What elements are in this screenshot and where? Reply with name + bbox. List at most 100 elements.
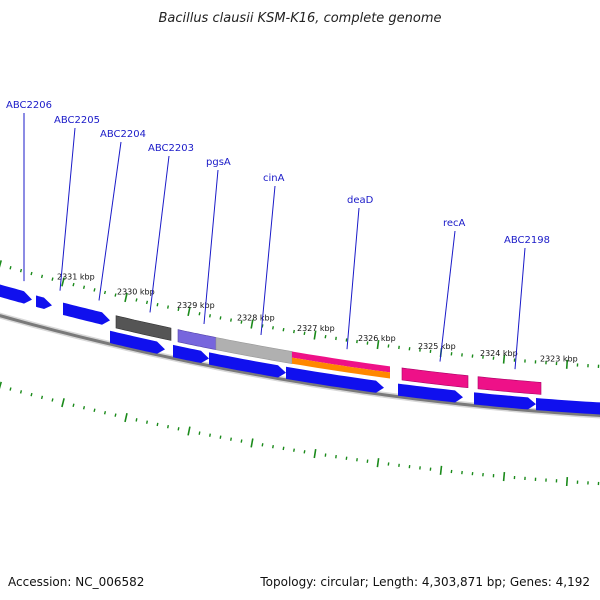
backbone-line [0, 314, 600, 417]
tick-mark [240, 320, 243, 324]
tick-mark [51, 398, 54, 402]
gene-name: recA [443, 218, 466, 229]
gene-features [0, 284, 600, 415]
tick-label: 2330 kbp [117, 288, 155, 297]
tick-label: 2325 kbp [418, 342, 456, 351]
gene-label-abc2203: ABC2203 [148, 143, 194, 313]
gene-band-purple [177, 329, 217, 351]
gene-arrow-outer-2 [36, 295, 52, 309]
tick-mark [261, 324, 264, 328]
tick-mark [82, 285, 86, 289]
tick-row-outer [0, 260, 600, 369]
tick-mark [19, 268, 23, 273]
gene-band-pink-2198 [477, 376, 542, 395]
tick-mark [30, 271, 33, 276]
tick-mark [313, 448, 317, 459]
leader-line [149, 155, 170, 313]
tick-mark [272, 326, 274, 330]
tick-mark [282, 327, 285, 332]
tick-mark [565, 359, 569, 369]
leader-line [59, 127, 76, 291]
leader-line [98, 141, 122, 301]
tick-mark [145, 300, 149, 305]
tick-mark [250, 438, 254, 448]
tick-mark [124, 413, 128, 423]
tick-mark [376, 458, 380, 468]
tick-mark [565, 477, 569, 487]
gene-name: deaD [347, 195, 374, 206]
tick-mark [240, 439, 243, 443]
tick-label: 2326 kbp [358, 334, 396, 343]
leader-line [203, 169, 219, 325]
gene-label-dead: deaD [346, 195, 374, 350]
gene-arrow-inner-5 [398, 383, 463, 403]
leader-line [260, 185, 276, 336]
gene-name: ABC2203 [148, 143, 194, 154]
tick-label: 2324 kbp [480, 349, 518, 358]
tick-mark [209, 433, 211, 437]
gene-label-reca: recA [439, 218, 466, 362]
gene-arrow-inner-7 [536, 398, 600, 415]
gene-arrow-inner-6 [474, 392, 536, 410]
tick-mark [0, 381, 2, 390]
tick-mark [303, 331, 306, 336]
tick-mark [439, 465, 443, 475]
map-title: Bacillus clausii KSM-K16, complete genom… [158, 11, 441, 26]
tick-mark [187, 426, 191, 436]
gene-name: cinA [263, 173, 285, 184]
tick-mark [72, 282, 75, 287]
tick-rows [0, 260, 600, 487]
gene-label-abc2198: ABC2198 [504, 235, 550, 370]
tick-mark [124, 292, 128, 303]
gene-name: ABC2204 [100, 129, 146, 140]
tick-mark [250, 319, 254, 329]
tick-mark [209, 314, 211, 318]
tick-mark [0, 260, 2, 268]
tick-mark [376, 339, 380, 350]
accession-label: Accession: NC_006582 [8, 575, 144, 589]
tick-mark [167, 424, 169, 429]
tick-mark [61, 277, 65, 287]
tick-label: 2329 kbp [177, 301, 215, 310]
tick-mark [82, 406, 86, 410]
tick-mark [114, 413, 117, 417]
tick-mark [93, 408, 96, 412]
tick-mark [146, 420, 148, 424]
tick-mark [61, 398, 65, 408]
tick-mark [156, 422, 159, 427]
tick-mark [293, 329, 295, 334]
tick-mark [198, 312, 201, 316]
tick-mark [40, 274, 44, 279]
tick-mark [219, 435, 222, 439]
tick-mark [93, 288, 96, 292]
gene-arrow-inner-3 [209, 352, 286, 378]
tick-mark [135, 418, 138, 422]
leader-line [439, 230, 456, 362]
gene-label-pgsa: pgsA [203, 157, 231, 325]
tick-label: 2323 kbp [540, 354, 578, 363]
genome-backbone [0, 312, 600, 419]
gene-band-orange-dead [292, 357, 390, 379]
tick-mark [230, 318, 232, 322]
tick-mark [272, 444, 274, 449]
gene-band-pink-dead [292, 351, 390, 373]
gene-label-abc2206: ABC2206 [6, 100, 52, 282]
tick-mark [177, 427, 180, 431]
gene-band-dark [115, 315, 172, 341]
tick-mark [103, 290, 107, 295]
tick-mark [303, 450, 306, 454]
gene-arrow-outer-1 [0, 284, 32, 304]
gene-arrow-inner-2 [173, 344, 209, 363]
tick-label: 2331 kbp [57, 273, 95, 282]
tick-mark [177, 307, 180, 312]
gene-label-cina: cinA [260, 173, 285, 336]
tick-mark [198, 431, 201, 435]
tick-mark [282, 446, 285, 451]
tick-mark [30, 392, 33, 397]
tick-mark [502, 472, 506, 482]
gene-label-abc2205: ABC2205 [54, 115, 100, 291]
tick-mark [324, 334, 327, 339]
tick-label: 2327 kbp [297, 324, 335, 333]
gene-label-abc2204: ABC2204 [98, 129, 146, 301]
